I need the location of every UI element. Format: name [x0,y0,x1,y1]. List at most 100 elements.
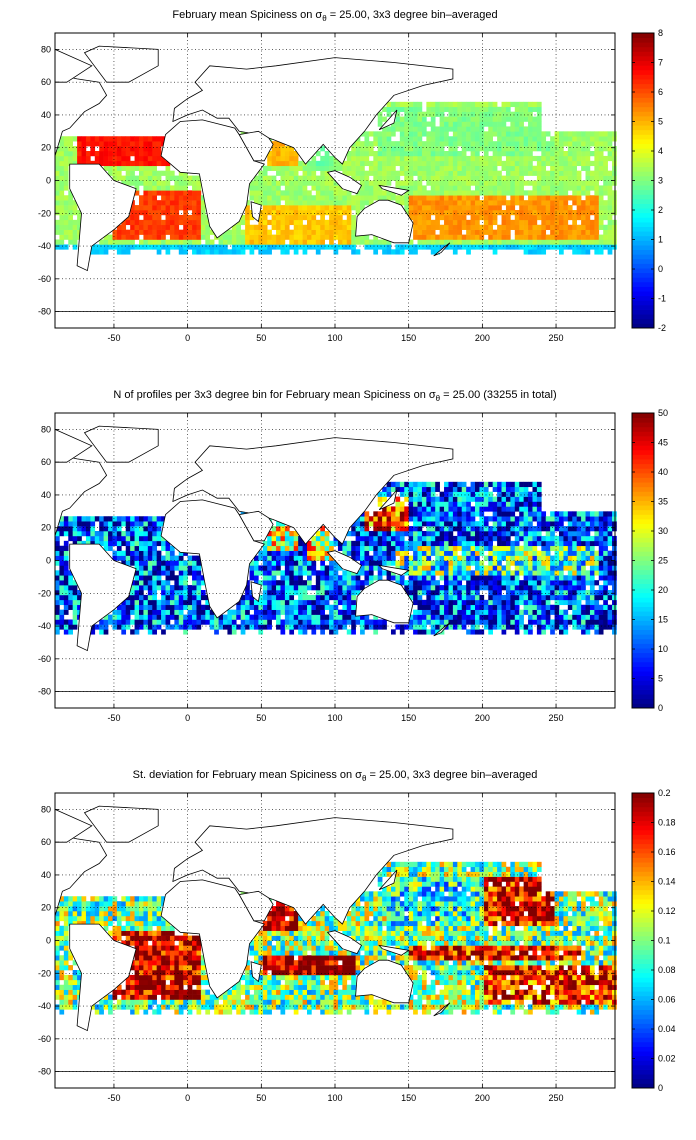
heatmap-cell [483,619,489,625]
heatmap-cell [271,604,277,610]
heatmap-cell [377,239,383,245]
heatmap-cell [377,565,383,571]
heatmap-cell [262,229,268,235]
heatmap-cell [231,614,237,620]
heatmap-cell [351,244,356,250]
heatmap-cell [245,244,250,250]
heatmap-cell [77,594,82,601]
heatmap-cell [448,195,454,201]
heatmap-cell [585,146,591,152]
heatmap-cell [510,624,516,630]
heatmap-cell [510,570,516,576]
heatmap-cell [541,550,547,556]
heatmap-cell [85,531,91,537]
heatmap-cell [143,624,149,630]
heatmap-cell [311,545,317,551]
heatmap-cell [408,486,414,492]
heatmap-cell [413,234,418,240]
heatmap-cell [612,219,617,226]
heatmap-cell [377,116,383,122]
heatmap-cell [99,540,104,547]
heatmap-cell [112,151,118,157]
heatmap-cell [505,565,511,571]
heatmap-cell [514,244,520,250]
heatmap-cell [497,190,502,196]
heatmap-cell [267,151,272,157]
heatmap-cell [523,180,529,186]
heatmap-cell [466,629,471,635]
heatmap-cell [63,155,69,162]
heatmap-cell [607,229,613,235]
heatmap-cell [165,594,171,601]
heatmap-cell [55,200,60,206]
heatmap-cell [156,526,162,532]
heatmap-cell [435,560,440,566]
heatmap-cell [430,219,436,226]
heatmap-cell [581,244,586,250]
heatmap-cell [253,224,259,230]
heatmap-cell [581,526,586,532]
heatmap-cell [475,175,480,181]
heatmap-cell [130,151,135,157]
heatmap-cell [399,555,405,561]
colorbar-tick-label: 8 [658,28,663,38]
heatmap-cell [492,555,498,561]
heatmap-cell [139,244,144,250]
heatmap-cell [298,535,303,542]
heatmap-cell [417,491,423,497]
heatmap-cell [567,160,573,167]
heatmap-cell [382,619,387,625]
heatmap-cell [421,190,427,196]
heatmap-cell [227,624,233,630]
heatmap-cell [125,175,131,181]
heatmap-cell [550,180,555,186]
heatmap-cell [470,180,476,186]
heatmap-cell [501,540,507,547]
heatmap-cell [337,229,343,235]
heatmap-cell [528,160,533,167]
heatmap-cell [594,190,600,196]
heatmap-cell [249,604,255,610]
heatmap-cell [612,170,617,176]
heatmap-cell [603,136,608,142]
heatmap-cell [187,224,193,230]
heatmap-cell [139,570,144,576]
heatmap-cell [488,624,493,630]
heatmap-cell [519,609,524,615]
heatmap-cell [329,155,334,162]
heatmap-cell [488,239,493,245]
heatmap-cell [413,590,418,596]
heatmap-cell [68,590,73,596]
heatmap-cell [329,565,334,571]
heatmap-cell [598,146,604,152]
heatmap-cell [333,244,339,250]
heatmap-cell [417,531,423,537]
heatmap-cell [404,491,409,497]
heatmap-cell [528,555,533,561]
heatmap-cell [112,555,118,561]
heatmap-cell [112,244,118,250]
heatmap-cell [72,210,78,216]
heatmap-cell [324,195,330,201]
heatmap-cell [320,614,325,620]
heatmap-cell [536,244,542,250]
heatmap-cell [435,224,440,230]
heatmap-cell [497,486,502,492]
heatmap-cell [373,555,379,561]
heatmap-cell [457,599,463,606]
heatmap-cell [532,575,538,581]
heatmap-cell [200,619,206,625]
heatmap-cell [147,141,153,147]
heatmap-cell [488,575,493,581]
heatmap-cell [532,540,538,547]
heatmap-cell [59,516,65,522]
heatmap-cell [139,229,144,235]
heatmap-cell [426,160,432,167]
heatmap-cell [364,151,370,157]
heatmap-cell [417,619,423,625]
heatmap-cell [461,501,467,507]
heatmap-cell [116,155,122,162]
heatmap-cell [435,555,440,561]
heatmap-cell [399,131,405,137]
heatmap-cell [466,614,471,620]
